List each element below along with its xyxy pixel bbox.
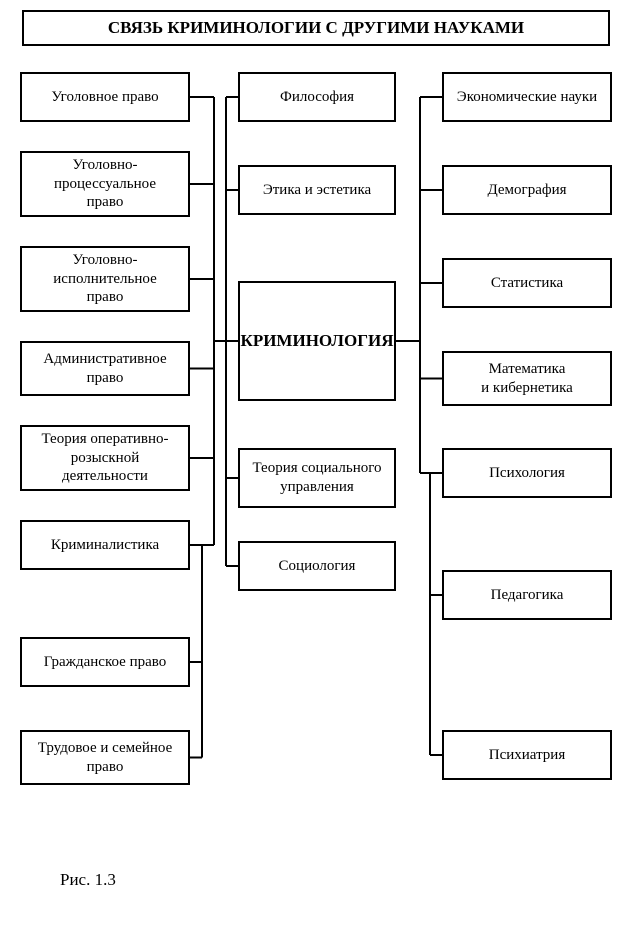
diagram-node: Уголовно-процессуальноеправо <box>20 151 190 217</box>
diagram-node: Уголовно-исполнительноеправо <box>20 246 190 312</box>
node-label: Административноеправо <box>43 350 166 388</box>
diagram-node: Математикаи кибернетика <box>442 351 612 406</box>
diagram-node: КРИМИНОЛОГИЯ <box>238 281 396 401</box>
node-label: Трудовое и семейноеправо <box>38 739 172 777</box>
diagram-title: СВЯЗЬ КРИМИНОЛОГИИ С ДРУГИМИ НАУКАМИ <box>108 18 524 38</box>
node-label: Социология <box>279 557 356 576</box>
node-label: Уголовно-процессуальноеправо <box>54 156 156 212</box>
node-label: Психология <box>489 464 565 483</box>
node-label: Философия <box>280 88 354 107</box>
node-label: КРИМИНОЛОГИЯ <box>241 330 394 351</box>
node-label: Уголовное право <box>51 88 158 107</box>
diagram-node: Гражданское право <box>20 637 190 687</box>
diagram-node: Теория оперативно-розыскнойдеятельности <box>20 425 190 491</box>
node-label: Педагогика <box>491 586 564 605</box>
diagram-title-box: СВЯЗЬ КРИМИНОЛОГИИ С ДРУГИМИ НАУКАМИ <box>22 10 610 46</box>
diagram-node: Статистика <box>442 258 612 308</box>
node-label: Теория социальногоуправления <box>252 459 381 497</box>
node-label: Этика и эстетика <box>263 181 371 200</box>
node-label: Уголовно-исполнительноеправо <box>53 251 156 307</box>
node-label: Экономические науки <box>457 88 597 107</box>
node-label: Демография <box>487 181 566 200</box>
node-label: Математикаи кибернетика <box>481 360 573 398</box>
diagram-node: Этика и эстетика <box>238 165 396 215</box>
node-label: Теория оперативно-розыскнойдеятельности <box>41 430 168 486</box>
diagram-node: Философия <box>238 72 396 122</box>
diagram-node: Уголовное право <box>20 72 190 122</box>
diagram-node: Психология <box>442 448 612 498</box>
node-label: Гражданское право <box>44 653 167 672</box>
diagram-node: Криминалистика <box>20 520 190 570</box>
diagram-node: Социология <box>238 541 396 591</box>
diagram-node: Психиатрия <box>442 730 612 780</box>
diagram-node: Теория социальногоуправления <box>238 448 396 508</box>
caption-text: Рис. 1.3 <box>60 870 116 889</box>
node-label: Статистика <box>491 274 563 293</box>
node-label: Психиатрия <box>489 746 565 765</box>
diagram-node: Трудовое и семейноеправо <box>20 730 190 785</box>
diagram-node: Педагогика <box>442 570 612 620</box>
diagram-node: Экономические науки <box>442 72 612 122</box>
figure-caption: Рис. 1.3 <box>60 870 116 890</box>
node-label: Криминалистика <box>51 536 159 555</box>
diagram-node: Демография <box>442 165 612 215</box>
diagram-node: Административноеправо <box>20 341 190 396</box>
